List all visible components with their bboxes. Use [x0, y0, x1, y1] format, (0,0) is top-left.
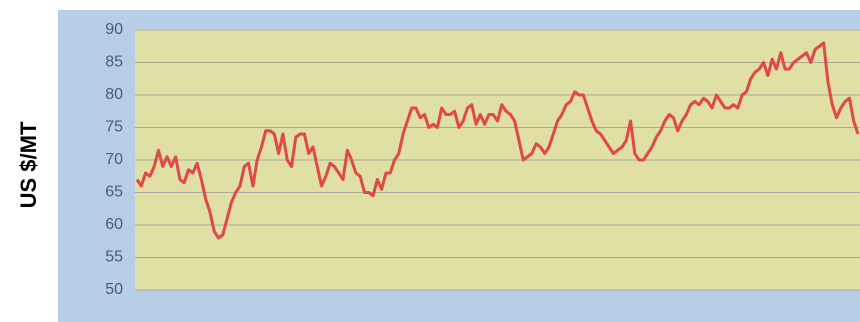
- data-line: [135, 41, 860, 240]
- y-tick-label: 60: [105, 216, 123, 233]
- y-tick-label: 65: [105, 184, 123, 201]
- y-tick-label: 75: [105, 119, 123, 136]
- y-axis-label: US $/MT: [16, 121, 41, 208]
- y-tick-label: 50: [105, 281, 123, 298]
- y-tick-label: 90: [105, 21, 123, 38]
- y-tick-label: 85: [105, 54, 123, 71]
- y-tick-label: 70: [105, 151, 123, 168]
- y-tick-label: 80: [105, 86, 123, 103]
- y-tick-label: 55: [105, 249, 123, 266]
